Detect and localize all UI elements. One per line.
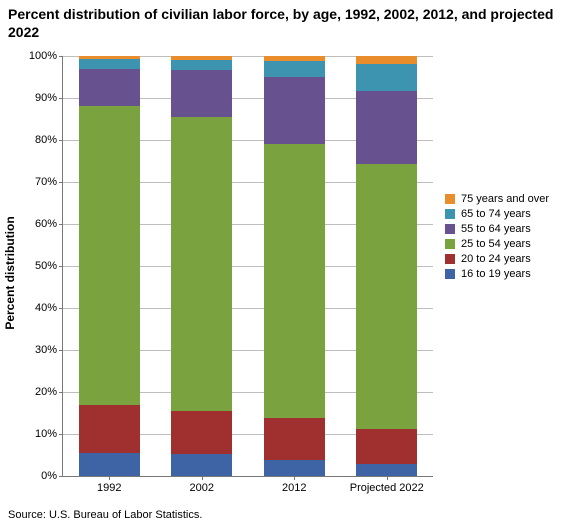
bar-segment [79,405,140,453]
y-tick-label: 40% [35,302,63,314]
bar-segment [356,64,417,91]
legend-item: 25 to 54 years [445,238,575,250]
chart-title: Percent distribution of civilian labor f… [8,6,568,41]
y-tick-label: 0% [41,470,63,482]
legend-item: 65 to 74 years [445,208,575,220]
plot-area: 0%10%20%30%40%50%60%70%80%90%100%1992200… [62,56,433,477]
legend-swatch [445,239,455,249]
legend-swatch [445,224,455,234]
bar-segment [171,454,232,476]
legend-swatch [445,254,455,264]
bar-segment [79,69,140,106]
y-tick-label: 90% [35,92,63,104]
legend-item: 20 to 24 years [445,253,575,265]
y-tick-label: 10% [35,428,63,440]
legend-swatch [445,209,455,219]
bar-segment [356,429,417,464]
legend-label: 20 to 24 years [461,253,531,265]
chart-container: Percent distribution of civilian labor f… [0,0,580,527]
bar-segment [356,164,417,429]
legend-swatch [445,194,455,204]
y-axis-title: Percent distribution [3,216,17,329]
bar [264,56,325,476]
bar-segment [356,91,417,164]
y-tick-label: 60% [35,218,63,230]
legend-label: 25 to 54 years [461,238,531,250]
legend-item: 75 years and over [445,193,575,205]
y-tick-label: 80% [35,134,63,146]
bar-segment [171,60,232,71]
y-tick-label: 50% [35,260,63,272]
bar-segment [171,117,232,412]
x-tick-label: 2002 [190,476,214,494]
legend-item: 55 to 64 years [445,223,575,235]
legend-swatch [445,269,455,279]
y-tick-label: 100% [29,50,63,62]
bar-segment [171,70,232,116]
bar [356,56,417,476]
bar-segment [264,460,325,476]
bar-segment [264,77,325,144]
y-tick-label: 30% [35,344,63,356]
legend: 75 years and over 65 to 74 years 55 to 64 … [445,190,575,283]
y-tick-label: 70% [35,176,63,188]
bar-segment [264,144,325,418]
legend-label: 75 years and over [461,193,549,205]
bar-segment [356,56,417,64]
bar-segment [264,61,325,77]
x-tick-label: Projected 2022 [350,476,424,494]
source-note: Source: U.S. Bureau of Labor Statistics. [8,509,202,521]
bar-segment [171,411,232,454]
bar-segment [79,106,140,406]
x-tick-label: 2012 [282,476,306,494]
x-tick-label: 1992 [97,476,121,494]
legend-label: 16 to 19 years [461,268,531,280]
bar [171,56,232,476]
bar-segment [79,453,140,476]
legend-label: 65 to 74 years [461,208,531,220]
bar-segment [79,59,140,69]
legend-item: 16 to 19 years [445,268,575,280]
bar-segment [264,418,325,460]
legend-label: 55 to 64 years [461,223,531,235]
bar [79,56,140,476]
bar-segment [356,464,417,476]
y-tick-label: 20% [35,386,63,398]
